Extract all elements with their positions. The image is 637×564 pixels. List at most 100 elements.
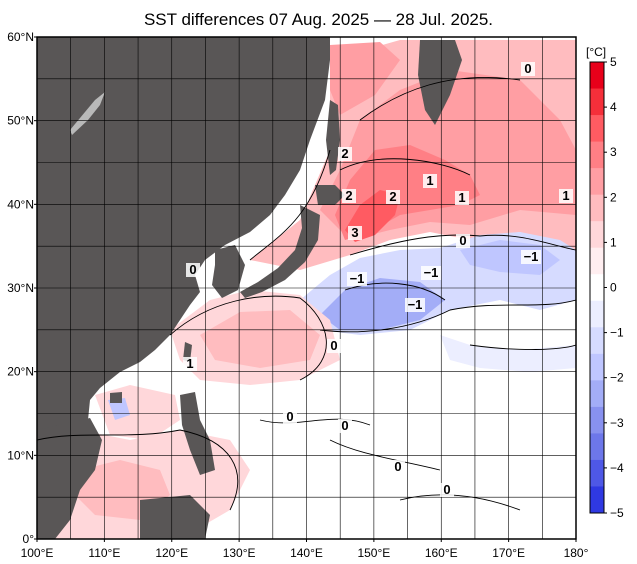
graticule	[37, 37, 576, 539]
contour-label: 0	[459, 233, 466, 248]
colorbar-swatch	[590, 274, 604, 302]
contour-label: 1	[562, 188, 569, 203]
contour-label-bg	[421, 266, 441, 280]
indochina	[37, 418, 102, 539]
contour-label: −1	[424, 265, 439, 280]
contour-label-bg	[338, 147, 352, 161]
contour-label-bg	[456, 234, 470, 248]
colorbar-swatch	[590, 168, 604, 196]
contour-label: 0	[330, 338, 337, 353]
warm-region-south-japan-core	[200, 310, 320, 368]
longitude-label: 150°E	[357, 546, 390, 560]
land-masses	[37, 37, 462, 539]
contour-label: −1	[408, 297, 423, 312]
contour-labels: 0 2 1 2 2 1 1 3 0 0 −1 −1 −1 −1 0 1 0 0 0 0	[183, 61, 573, 497]
colorbar-swatch	[590, 141, 604, 169]
colorbar-swatch	[590, 486, 604, 514]
longitude-label: 120°E	[155, 546, 188, 560]
colorbar-swatch	[590, 300, 604, 328]
borneo	[140, 495, 210, 539]
colorbar-tick-label: −3	[610, 416, 624, 430]
colorbar-tick-label: 0	[610, 281, 617, 295]
contour-label-bg	[386, 190, 400, 204]
sakhalin	[326, 100, 340, 175]
contour-label: 0	[286, 409, 293, 424]
contour-label-bg	[521, 250, 541, 264]
contour-label-bg	[405, 298, 425, 312]
contour-label: −1	[350, 271, 365, 286]
cool-spot-vietnam	[108, 398, 130, 420]
philippines	[180, 392, 215, 475]
contour-label-bg	[391, 460, 405, 474]
cool-region-core	[320, 278, 445, 330]
contour-label: 2	[341, 146, 348, 161]
colorbar-ticks: 5 4 3 2 1 0 −1 −2 −3 −4 −5	[604, 55, 624, 520]
colorbar-swatch	[590, 62, 604, 90]
colorbar-tick-label: 4	[610, 100, 617, 114]
contour-label-bg	[559, 189, 573, 203]
longitude-label: 100°E	[21, 546, 54, 560]
latitude-label: 30°N	[7, 281, 34, 295]
asia-mainland	[37, 37, 330, 485]
contour-label-bg	[186, 263, 200, 277]
colorbar-tick-label: −2	[610, 371, 624, 385]
contour-label-bg	[327, 339, 341, 353]
contour-label: 2	[389, 189, 396, 204]
colorbar-tick-label: 3	[610, 145, 617, 159]
contour-label-bg	[338, 419, 352, 433]
contour-label-bg	[521, 62, 535, 76]
longitude-label: 110°E	[88, 546, 120, 560]
longitude-label: 130°E	[223, 546, 256, 560]
contour-label: 1	[458, 190, 465, 205]
colorbar: [°C] 5 4 3 2 1 0 −1 −2 −3 −4 −5	[586, 45, 624, 520]
japan-hokkaido	[315, 185, 345, 205]
colorbar-tick-label: −1	[610, 326, 624, 340]
colorbar-swatch	[590, 459, 604, 487]
contour-label: −1	[524, 249, 539, 264]
longitude-label: 160°E	[425, 546, 458, 560]
contour-label: 0	[524, 61, 531, 76]
contour-label-bg	[348, 226, 362, 240]
colorbar-swatch	[590, 221, 604, 249]
colorbar-tick-label: −5	[610, 506, 624, 520]
longitude-label: 180°	[564, 546, 589, 560]
contour-label-bg	[347, 272, 367, 286]
colorbar-tick-label: 2	[610, 190, 617, 204]
colorbar-tick-label: −4	[610, 461, 624, 475]
colorbar-swatch	[590, 327, 604, 355]
colorbar-swatch	[590, 406, 604, 434]
contour-label: 1	[426, 173, 433, 188]
warm-region-okhotsk	[330, 42, 400, 115]
map-title: SST differences 07 Aug. 2025 — 28 Jul. 2…	[143, 10, 494, 29]
latitude-label: 40°N	[7, 197, 34, 211]
latitude-label: 20°N	[7, 365, 34, 379]
contour-label: 0	[443, 482, 450, 497]
cool-region-east	[460, 240, 560, 275]
colorbar-swatch	[590, 433, 604, 461]
colorbar-tick-label: 1	[610, 235, 617, 249]
contour-label: 0	[341, 418, 348, 433]
contour-lines	[37, 77, 576, 511]
contour-label-bg	[183, 357, 197, 371]
longitude-axis: 100°E 110°E 120°E 130°E 140°E 150°E 160°E 170°E…	[21, 539, 589, 560]
japan-honshu	[240, 205, 320, 298]
longitude-label: 170°E	[492, 546, 525, 560]
latitude-label: 0°	[23, 532, 35, 546]
colorbar-tick-label: 5	[610, 55, 617, 69]
colorbar-swatches	[590, 62, 604, 514]
contour-label-bg	[440, 483, 454, 497]
latitude-axis: 60°N 50°N 40°N 30°N 20°N 10°N 0°	[7, 30, 37, 546]
latitude-label: 10°N	[7, 448, 34, 462]
contour-label: 0	[189, 262, 196, 277]
latitude-label: 50°N	[7, 114, 34, 128]
contour-label-bg	[342, 189, 356, 203]
latitude-label: 60°N	[7, 30, 34, 44]
sst-anomaly-field	[37, 40, 576, 539]
contour-label-bg	[283, 410, 297, 424]
contour-label: 3	[351, 225, 358, 240]
colorbar-unit: [°C]	[586, 45, 606, 59]
korea-peninsula	[212, 245, 245, 298]
baikal-lake	[70, 92, 105, 135]
colorbar-swatch	[590, 247, 604, 275]
